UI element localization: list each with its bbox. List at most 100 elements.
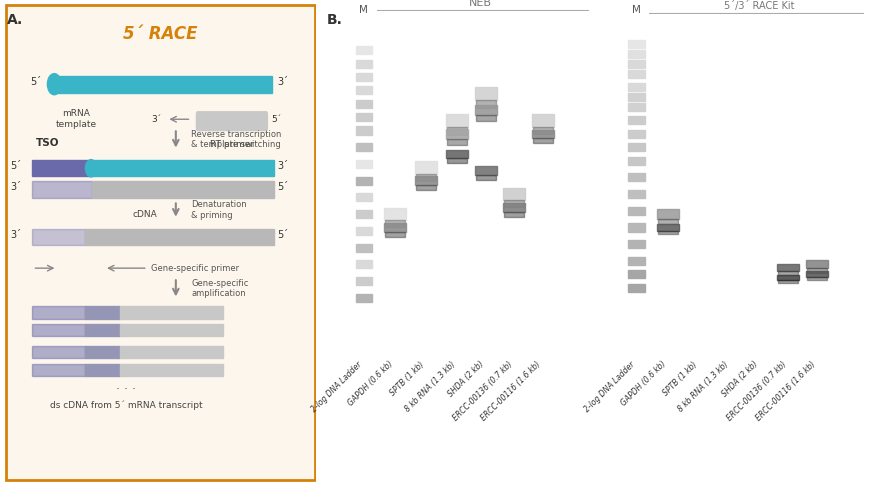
Bar: [415, 161, 437, 174]
Bar: [355, 73, 372, 81]
Bar: [355, 59, 372, 67]
Text: 8 kb RNA (1.3 kb): 8 kb RNA (1.3 kb): [676, 360, 730, 413]
Text: B.: B.: [326, 13, 342, 27]
Bar: [32, 364, 85, 376]
Text: 3´: 3´: [152, 115, 161, 124]
Bar: [383, 223, 405, 232]
Text: ERCC-00136 (0.7 kb): ERCC-00136 (0.7 kb): [724, 360, 788, 423]
Bar: [119, 324, 223, 337]
Text: RT primer: RT primer: [210, 140, 253, 149]
Bar: [805, 260, 827, 269]
Text: SHDA (2 kb): SHDA (2 kb): [719, 360, 759, 399]
Bar: [806, 277, 826, 280]
Bar: [32, 160, 91, 177]
Bar: [503, 203, 524, 212]
Text: 5´: 5´: [277, 229, 288, 239]
Bar: [627, 223, 644, 231]
Text: cDNA: cDNA: [132, 210, 157, 218]
Bar: [627, 83, 644, 91]
Text: 3´: 3´: [277, 161, 288, 171]
Bar: [627, 240, 644, 248]
Bar: [119, 346, 223, 359]
Text: 2-log DNA Ladder: 2-log DNA Ladder: [581, 360, 636, 413]
Bar: [806, 269, 826, 273]
Bar: [446, 127, 467, 135]
Bar: [446, 158, 467, 163]
Bar: [656, 209, 678, 219]
Bar: [656, 224, 678, 231]
Bar: [32, 324, 85, 337]
Bar: [355, 160, 372, 168]
Text: SHDA (2 kb): SHDA (2 kb): [446, 360, 485, 399]
Bar: [355, 277, 372, 285]
Bar: [531, 114, 553, 127]
Bar: [355, 126, 372, 134]
Text: ERCC-00136 (0.7 kb): ERCC-00136 (0.7 kb): [451, 360, 514, 423]
Bar: [415, 177, 437, 185]
Bar: [627, 156, 644, 164]
Bar: [503, 188, 524, 200]
Text: Denaturation
& priming: Denaturation & priming: [191, 200, 246, 220]
Text: 5´/3´ RACE Kit: 5´/3´ RACE Kit: [724, 1, 794, 11]
Bar: [91, 181, 274, 198]
FancyBboxPatch shape: [6, 5, 314, 480]
Bar: [355, 143, 372, 151]
Bar: [503, 212, 524, 217]
Bar: [54, 75, 272, 93]
Bar: [777, 280, 797, 283]
Bar: [777, 271, 797, 275]
Bar: [119, 364, 223, 376]
Bar: [627, 190, 644, 198]
Bar: [85, 229, 274, 245]
Bar: [91, 160, 274, 177]
Text: GAPDH (0.6 kb): GAPDH (0.6 kb): [346, 360, 395, 408]
Text: NEB: NEB: [468, 0, 491, 8]
Bar: [532, 127, 552, 134]
Bar: [627, 117, 644, 124]
Text: 8 kb RNA (1.3 kb): 8 kb RNA (1.3 kb): [403, 360, 457, 413]
Circle shape: [47, 73, 61, 95]
Bar: [85, 364, 119, 376]
Bar: [446, 114, 467, 127]
Text: Gene-specific
amplification: Gene-specific amplification: [191, 279, 248, 298]
Bar: [119, 306, 223, 318]
Bar: [627, 143, 644, 151]
Bar: [627, 50, 644, 57]
Bar: [474, 166, 496, 175]
Bar: [355, 210, 372, 218]
Bar: [657, 231, 677, 234]
Bar: [385, 232, 404, 237]
Bar: [776, 264, 798, 271]
Text: 5´ RACE: 5´ RACE: [123, 25, 197, 43]
Text: . . .: . . .: [116, 379, 136, 392]
Bar: [627, 93, 644, 101]
Bar: [355, 193, 372, 201]
Bar: [446, 150, 467, 158]
Bar: [446, 139, 467, 145]
Text: Reverse transcription
& template switching: Reverse transcription & template switchi…: [191, 130, 282, 149]
Bar: [627, 40, 644, 48]
Bar: [355, 294, 372, 302]
Text: GAPDH (0.6 kb): GAPDH (0.6 kb): [618, 360, 667, 408]
Text: TSO: TSO: [36, 138, 60, 148]
Bar: [627, 284, 644, 292]
Text: 5´: 5´: [11, 161, 22, 171]
Text: 3´: 3´: [11, 229, 22, 239]
Bar: [474, 106, 496, 116]
Bar: [627, 69, 644, 77]
Bar: [531, 130, 553, 138]
Bar: [32, 229, 85, 245]
Bar: [32, 181, 91, 198]
Bar: [776, 275, 798, 280]
Bar: [532, 138, 552, 143]
Bar: [355, 227, 372, 235]
Text: SPTB (1 kb): SPTB (1 kb): [660, 360, 698, 397]
Bar: [446, 129, 467, 139]
Text: 3´: 3´: [11, 182, 22, 192]
Text: Gene-specific primer: Gene-specific primer: [151, 264, 239, 273]
Bar: [475, 101, 495, 109]
Text: 3´: 3´: [277, 77, 288, 87]
Bar: [385, 220, 404, 227]
Bar: [32, 306, 85, 318]
Text: 2-log DNA Ladder: 2-log DNA Ladder: [310, 360, 363, 413]
